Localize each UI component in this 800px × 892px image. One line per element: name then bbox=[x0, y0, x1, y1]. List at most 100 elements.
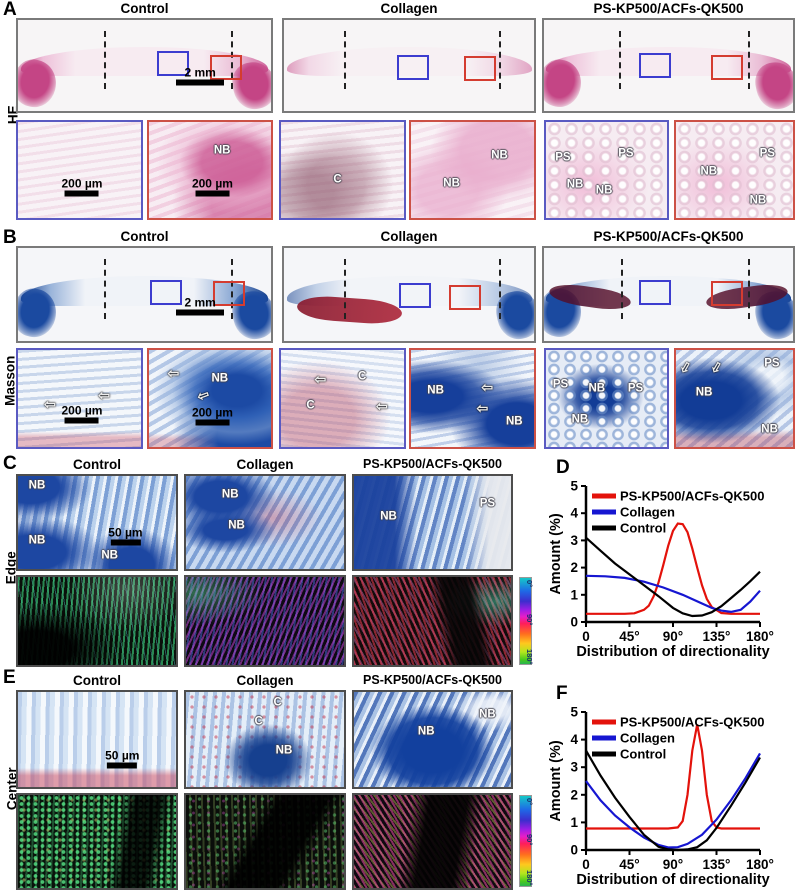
annotation-label: C bbox=[306, 399, 315, 412]
arrow-icon: ⇦ bbox=[98, 386, 110, 403]
edge-masson-control: NB NB NB 50 µm bbox=[16, 474, 178, 571]
svg-text:PS-KP500/ACFs-QK500: PS-KP500/ACFs-QK500 bbox=[620, 489, 765, 504]
colorbar-label-180: 180° bbox=[525, 869, 534, 886]
svg-text:0: 0 bbox=[570, 843, 578, 858]
masson-detail-collagen-blue: ⇦ C C ⇦ bbox=[279, 348, 406, 449]
center-directionality-ps bbox=[352, 793, 513, 890]
annotation-label: NB bbox=[213, 144, 231, 157]
edge-directionality-control bbox=[16, 575, 178, 667]
cut-line bbox=[230, 259, 233, 319]
svg-text:PS-KP500/ACFs-QK500: PS-KP500/ACFs-QK500 bbox=[620, 715, 765, 730]
svg-text:0: 0 bbox=[582, 629, 590, 644]
column-header-collagen: Collagen bbox=[236, 673, 294, 688]
roi-box-red bbox=[464, 56, 496, 82]
annotation-label: NB bbox=[443, 177, 460, 190]
scale-bar: 50 µm bbox=[105, 749, 139, 768]
svg-text:180°: 180° bbox=[746, 857, 774, 872]
annotation-label: NB bbox=[427, 383, 444, 396]
annotation-label: PS bbox=[759, 146, 775, 159]
svg-text:1: 1 bbox=[570, 587, 578, 602]
panel-f-letter: F bbox=[556, 683, 568, 704]
svg-text:Collagen: Collagen bbox=[620, 731, 675, 746]
svg-text:135°: 135° bbox=[703, 629, 731, 644]
svg-text:Collagen: Collagen bbox=[620, 505, 675, 520]
annotation-label: PS bbox=[552, 378, 569, 391]
he-detail-collagen-blue: C bbox=[279, 120, 406, 220]
column-header-ps: PS-KP500/ACFs-QK500 bbox=[593, 229, 744, 244]
annotation-label: PS bbox=[618, 146, 634, 159]
arrow-icon: ⇦ bbox=[476, 400, 489, 417]
annotation-label: NB bbox=[275, 744, 293, 757]
panel-d-letter: D bbox=[556, 457, 570, 478]
roi-box-red bbox=[710, 281, 743, 307]
annotation-label: NB bbox=[479, 708, 496, 721]
roi-box-blue bbox=[638, 279, 671, 305]
svg-text:2: 2 bbox=[570, 787, 578, 802]
annotation-label: NB bbox=[28, 534, 46, 547]
arrow-icon: ⇦ bbox=[675, 358, 696, 377]
cut-line bbox=[748, 259, 751, 319]
annotation-label: NB bbox=[595, 184, 613, 197]
arrow-icon: ⇦ bbox=[375, 398, 388, 415]
roi-box-red bbox=[449, 285, 481, 311]
cut-line bbox=[618, 30, 621, 90]
colorbar-label-180: 180° bbox=[525, 648, 534, 665]
masson-detail-control-red: ⇦ NB ⇦ 200 µm bbox=[147, 348, 273, 449]
column-header-collagen: Collagen bbox=[236, 457, 294, 472]
row-label-masson: Masson bbox=[2, 355, 18, 406]
annotation-label: C bbox=[273, 696, 282, 709]
colorbar-label-0: 0° bbox=[525, 579, 534, 587]
direction-colorbar: 0° 90° 180° bbox=[519, 795, 534, 887]
svg-text:90°: 90° bbox=[663, 629, 683, 644]
svg-text:0: 0 bbox=[570, 615, 578, 630]
column-header-collagen: Collagen bbox=[380, 1, 438, 16]
annotation-label: NB bbox=[506, 415, 523, 428]
annotation-label: NB bbox=[101, 549, 118, 562]
masson-overview-control: 2 mm bbox=[16, 246, 273, 343]
masson-overview-collagen bbox=[282, 246, 536, 343]
svg-text:2: 2 bbox=[570, 560, 578, 575]
masson-overview-ps bbox=[542, 246, 795, 343]
center-masson-collagen: C C NB bbox=[184, 690, 346, 789]
center-directionality-control bbox=[16, 793, 178, 890]
annotation-label: NB bbox=[700, 165, 718, 178]
scale-bar: 200 µm bbox=[192, 406, 233, 426]
annotation-label: PS bbox=[627, 382, 644, 395]
annotation-label: PS bbox=[479, 497, 496, 510]
panel-b-letter: B bbox=[3, 227, 17, 248]
roi-box-blue bbox=[638, 52, 671, 78]
arrow-icon: ⇦ bbox=[314, 371, 327, 388]
masson-detail-collagen-red: NB ⇦ ⇦ NB bbox=[409, 348, 536, 449]
direction-colorbar: 0° 90° 180° bbox=[519, 577, 534, 665]
svg-text:3: 3 bbox=[570, 760, 578, 775]
annotation-label: NB bbox=[228, 519, 245, 532]
he-detail-control-blue: 200 µm bbox=[16, 120, 143, 220]
svg-text:1: 1 bbox=[570, 815, 578, 830]
tissue-band bbox=[20, 47, 269, 77]
masson-detail-ps-red: ⇦ ⇦ NB PS NB bbox=[674, 348, 795, 449]
column-header-control: Control bbox=[120, 1, 169, 16]
panel-e-letter: E bbox=[3, 667, 16, 688]
annotation-label: NB bbox=[749, 193, 767, 206]
annotation-label: PS bbox=[764, 356, 780, 369]
cut-line bbox=[104, 259, 107, 319]
arrow-icon: ⇦ bbox=[167, 365, 180, 382]
column-header-control: Control bbox=[120, 229, 169, 244]
svg-text:90°: 90° bbox=[663, 857, 683, 872]
annotation-label: PS bbox=[555, 151, 571, 164]
masson-detail-control-blue: ⇦ ⇦ 200 µm bbox=[16, 348, 143, 449]
arrow-icon: ⇦ bbox=[44, 396, 56, 413]
svg-text:5: 5 bbox=[570, 479, 578, 494]
svg-text:180°: 180° bbox=[746, 629, 774, 644]
tissue-band bbox=[286, 47, 532, 77]
annotation-label: NB bbox=[588, 382, 606, 395]
cut-line bbox=[104, 30, 107, 90]
cut-line bbox=[344, 259, 346, 319]
svg-text:45°: 45° bbox=[619, 857, 639, 872]
roi-box-blue bbox=[399, 283, 431, 309]
annotation-label: C bbox=[333, 172, 342, 185]
roi-box-blue bbox=[396, 54, 429, 80]
annotation-label: NB bbox=[761, 422, 778, 435]
svg-text:135°: 135° bbox=[703, 857, 731, 872]
